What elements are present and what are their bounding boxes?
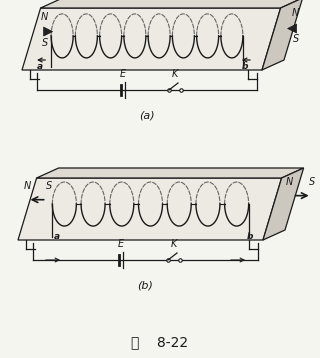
Polygon shape	[263, 168, 304, 240]
Polygon shape	[41, 0, 303, 8]
Text: K: K	[171, 239, 177, 249]
Text: K: K	[172, 69, 178, 79]
Text: (a): (a)	[139, 110, 155, 120]
Polygon shape	[18, 178, 282, 240]
Text: S: S	[42, 38, 48, 48]
Text: S: S	[308, 176, 315, 187]
Polygon shape	[44, 27, 52, 36]
Text: N: N	[286, 176, 293, 187]
Text: a: a	[37, 62, 43, 71]
Text: a: a	[54, 232, 60, 241]
Text: 图    8-22: 图 8-22	[132, 335, 188, 349]
Text: b: b	[246, 232, 253, 241]
Polygon shape	[22, 8, 281, 70]
Polygon shape	[288, 24, 297, 33]
Text: S: S	[45, 181, 52, 191]
Text: E: E	[120, 69, 126, 79]
Polygon shape	[36, 168, 304, 178]
Text: b: b	[242, 62, 248, 71]
Text: S: S	[292, 34, 299, 44]
Text: N: N	[41, 11, 48, 21]
Polygon shape	[262, 0, 303, 70]
Text: (b): (b)	[138, 280, 153, 290]
Text: N: N	[24, 181, 31, 191]
Text: N: N	[292, 9, 299, 19]
Text: E: E	[117, 239, 124, 249]
